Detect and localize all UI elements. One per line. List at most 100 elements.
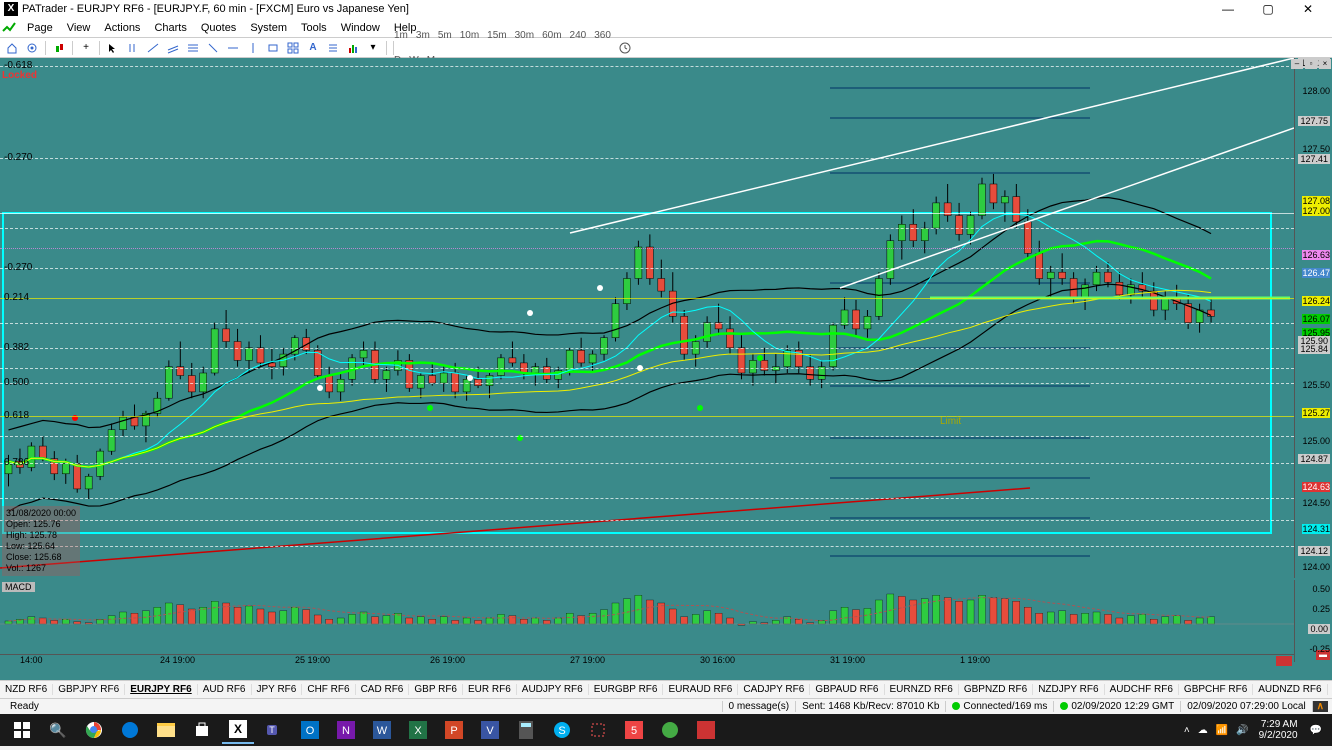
tool-candle-icon[interactable] (50, 40, 68, 56)
chart-area[interactable]: – ▫ × -0.618-0.270-0.2700.2140.3820.5000… (0, 58, 1332, 698)
xaxis-scroll-icon[interactable] (1276, 656, 1292, 666)
symbol-tab[interactable]: GBP RF6 (409, 684, 463, 695)
maximize-button[interactable]: ▢ (1248, 2, 1288, 16)
tool-list-icon[interactable] (324, 40, 342, 56)
chrome-icon[interactable] (78, 716, 110, 744)
outlook-icon[interactable]: O (294, 716, 326, 744)
app3-icon[interactable] (690, 716, 722, 744)
onenote-icon[interactable]: N (330, 716, 362, 744)
tool-trend-icon[interactable] (144, 40, 162, 56)
start-button[interactable] (6, 716, 38, 744)
timeframe-360[interactable]: 360 (590, 30, 615, 41)
app1-icon[interactable]: 5 (618, 716, 650, 744)
tool-hline-icon[interactable] (224, 40, 242, 56)
macd-panel[interactable]: MACD (0, 580, 1294, 662)
tray-up-icon[interactable]: ˄ (1180, 725, 1194, 736)
timeframe-3m[interactable]: 3m (412, 30, 434, 41)
status-app-icon[interactable]: ∧ (1312, 701, 1328, 712)
timeframe-60m[interactable]: 60m (538, 30, 565, 41)
tool-channel-icon[interactable] (164, 40, 182, 56)
symbol-tab[interactable]: USDX XAU WTI (1328, 684, 1332, 695)
edge-icon[interactable] (114, 716, 146, 744)
menu-view[interactable]: View (60, 22, 98, 34)
menu-system[interactable]: System (243, 22, 294, 34)
powerpoint-icon[interactable]: P (438, 716, 470, 744)
menu-quotes[interactable]: Quotes (194, 22, 243, 34)
tool-grid-icon[interactable] (284, 40, 302, 56)
menu-charts[interactable]: Charts (147, 22, 193, 34)
symbol-tab[interactable]: AUDCHF RF6 (1105, 684, 1179, 695)
symbol-tab[interactable]: EURGBP RF6 (589, 684, 664, 695)
visio-icon[interactable]: V (474, 716, 506, 744)
word-icon[interactable]: W (366, 716, 398, 744)
store-icon[interactable] (186, 716, 218, 744)
tool-more-icon[interactable]: ▾ (364, 40, 382, 56)
tool-crosshair-icon[interactable]: + (77, 40, 95, 56)
horizontal-line (0, 416, 1294, 417)
tool-indicators-icon[interactable] (344, 40, 362, 56)
close-button[interactable]: ✕ (1288, 2, 1328, 16)
symbol-tab[interactable]: CAD RF6 (356, 684, 410, 695)
tool-text-icon[interactable]: A (304, 40, 322, 56)
menu-page[interactable]: Page (20, 22, 60, 34)
menu-window[interactable]: Window (334, 22, 387, 34)
tray-volume-icon[interactable]: 🔊 (1232, 725, 1252, 736)
tray-cloud-icon[interactable]: ☁ (1194, 725, 1212, 736)
app2-icon[interactable] (654, 716, 686, 744)
snip-icon[interactable] (582, 716, 614, 744)
teams-icon[interactable]: T (258, 716, 290, 744)
symbol-tab[interactable]: CHF RF6 (302, 684, 355, 695)
symbol-tab[interactable]: EURNZD RF6 (885, 684, 959, 695)
timeframe-30m[interactable]: 30m (511, 30, 538, 41)
timeframe-15m[interactable]: 15m (483, 30, 510, 41)
chart-close-icon[interactable]: × (1319, 59, 1331, 69)
tool-rect-icon[interactable] (264, 40, 282, 56)
patrader-icon[interactable]: X (222, 716, 254, 744)
tray-notif-icon[interactable]: 💬 (1304, 725, 1328, 736)
minimize-button[interactable]: — (1208, 2, 1248, 16)
menu-tools[interactable]: Tools (294, 22, 334, 34)
symbol-tab[interactable]: GBPAUD RF6 (810, 684, 884, 695)
timeframe-1m[interactable]: 1m (390, 30, 412, 41)
price-chart[interactable]: -0.618-0.270-0.2700.2140.3820.5000.6180.… (0, 58, 1294, 578)
tool-fib-icon[interactable] (184, 40, 202, 56)
symbol-tab[interactable]: EURJPY RF6 (125, 684, 198, 695)
timeframe-240[interactable]: 240 (566, 30, 591, 41)
tool-settings-icon[interactable] (23, 40, 41, 56)
tray-wifi-icon[interactable]: 📶 (1212, 725, 1232, 736)
symbol-tab[interactable]: EUR RF6 (463, 684, 517, 695)
chart-min-icon[interactable]: – (1291, 59, 1303, 69)
symbol-tab[interactable]: CADJPY RF6 (738, 684, 810, 695)
symbol-tab[interactable]: GBPCHF RF6 (1179, 684, 1253, 695)
symbol-tab[interactable]: NZDJPY RF6 (1033, 684, 1104, 695)
tool-clock-icon[interactable] (616, 40, 634, 56)
search-icon[interactable]: 🔍 (42, 716, 74, 744)
symbol-tab[interactable]: EURAUD RF6 (663, 684, 738, 695)
tool-bars-icon[interactable] (124, 40, 142, 56)
skype-icon[interactable]: S (546, 716, 578, 744)
explorer-icon[interactable] (150, 716, 182, 744)
symbol-tab[interactable]: AUD RF6 (198, 684, 252, 695)
price-label: 125.00 (1302, 436, 1330, 446)
chart-max-icon[interactable]: ▫ (1305, 59, 1317, 69)
symbol-tab[interactable]: JPY RF6 (252, 684, 303, 695)
horizontal-line (0, 158, 1294, 159)
system-tray[interactable]: ˄ ☁ 📶 🔊 7:29 AM9/2/2020 💬 (1180, 719, 1328, 741)
status-messages[interactable]: 0 message(s) (722, 701, 796, 712)
timeframe-10m[interactable]: 10m (456, 30, 483, 41)
tool-vline-icon[interactable] (244, 40, 262, 56)
time-label: 25 19:00 (295, 655, 330, 665)
symbol-tab[interactable]: AUDJPY RF6 (517, 684, 589, 695)
symbol-tab[interactable]: AUDNZD RF6 (1253, 684, 1327, 695)
excel-icon[interactable]: X (402, 716, 434, 744)
menu-actions[interactable]: Actions (97, 22, 147, 34)
tray-clock[interactable]: 7:29 AM9/2/2020 (1253, 719, 1304, 741)
symbol-tab[interactable]: GBPJPY RF6 (53, 684, 125, 695)
calc-icon[interactable] (510, 716, 542, 744)
tool-pitchfork-icon[interactable] (204, 40, 222, 56)
tool-home-icon[interactable] (3, 40, 21, 56)
symbol-tab[interactable]: GBPNZD RF6 (959, 684, 1033, 695)
tool-cursor-icon[interactable] (104, 40, 122, 56)
timeframe-5m[interactable]: 5m (434, 30, 456, 41)
symbol-tab[interactable]: NZD RF6 (0, 684, 53, 695)
